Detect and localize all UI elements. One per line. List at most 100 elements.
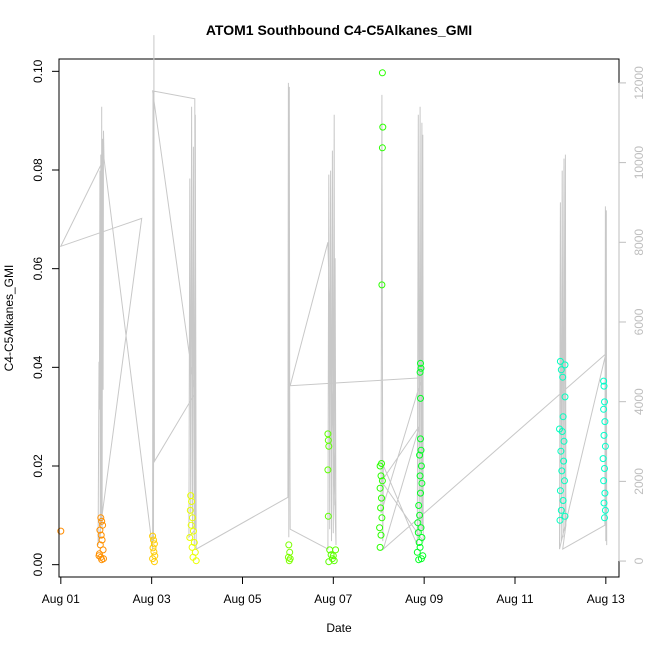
plot-frame — [58, 58, 620, 578]
data-point — [600, 377, 608, 385]
data-point — [324, 466, 332, 474]
x-tick-label: Aug 05 — [223, 592, 261, 606]
data-point — [417, 446, 425, 454]
data-point — [99, 546, 107, 554]
data-point — [556, 357, 564, 365]
data-point — [376, 462, 384, 470]
data-point — [601, 506, 609, 514]
data-point — [417, 489, 424, 497]
data-point — [150, 536, 157, 544]
data-point — [286, 555, 294, 563]
data-point — [285, 541, 293, 549]
y2-tick-label: 8000 — [632, 229, 646, 256]
data-point — [556, 516, 564, 524]
data-point — [284, 553, 292, 561]
x-axis: Aug 01 Aug 03 Aug 05 Aug 07 Aug 09 Aug 11 Aug … — [42, 576, 625, 606]
data-point — [601, 398, 608, 406]
y2-tick-label: 4000 — [632, 388, 646, 415]
data-point — [600, 431, 608, 439]
data-point — [189, 514, 196, 522]
y-tick-label: 0.10 — [31, 59, 45, 83]
data-point — [192, 557, 200, 565]
x-tick-label: Aug 11 — [496, 592, 533, 606]
data-point — [95, 552, 103, 560]
y-axis: 0.00 0.02 0.04 0.06 0.08 0.10 — [31, 59, 60, 577]
data-point — [415, 539, 423, 546]
data-point — [418, 479, 426, 487]
secondary-y-axis: 0 2000 4000 6000 8000 10000 12000 — [618, 66, 646, 564]
data-point — [560, 437, 568, 445]
data-point — [188, 498, 196, 505]
y-tick-label: 0.00 — [31, 553, 45, 577]
x-tick-label: Aug 13 — [587, 592, 625, 606]
data-point — [559, 497, 567, 504]
data-point — [417, 555, 425, 563]
x-tick-label: Aug 09 — [405, 592, 443, 606]
data-point — [560, 457, 568, 465]
data-point — [561, 393, 569, 401]
data-point — [149, 532, 157, 540]
data-point — [186, 534, 194, 541]
chart-title: ATOM1 Southbound C4-C5Alkanes_GMI — [206, 22, 472, 38]
data-point — [601, 489, 609, 497]
data-point — [377, 504, 385, 512]
data-point — [378, 477, 386, 485]
data-point — [96, 526, 104, 534]
data-point — [187, 521, 195, 529]
data-point — [150, 558, 158, 566]
secondary-series-line — [59, 35, 608, 551]
data-point — [557, 506, 565, 514]
data-point — [150, 548, 158, 556]
y-tick-label: 0.04 — [31, 355, 45, 379]
data-point — [417, 359, 424, 367]
data-point — [557, 447, 565, 455]
data-point — [414, 519, 422, 527]
y2-tick-label: 12000 — [632, 66, 646, 100]
data-point — [561, 512, 569, 520]
y-tick-label: 0.08 — [31, 158, 45, 182]
data-point — [416, 472, 424, 480]
data-point — [561, 477, 568, 485]
data-point — [329, 552, 337, 560]
y-axis-label: C4-C5Alkanes_GMI — [2, 265, 16, 372]
data-point — [600, 477, 608, 485]
data-point — [97, 514, 105, 522]
data-point — [601, 514, 608, 522]
y-tick-label: 0.02 — [31, 454, 45, 478]
y2-tick-label: 0 — [632, 557, 646, 564]
y-tick-label: 0.06 — [31, 257, 45, 281]
data-point — [332, 546, 340, 554]
data-point — [417, 364, 425, 372]
data-point — [415, 502, 423, 509]
data-point — [376, 524, 384, 532]
data-point — [599, 455, 607, 463]
data-point — [98, 517, 106, 525]
data-point — [149, 544, 157, 552]
x-axis-label: Date — [326, 621, 352, 635]
data-point — [325, 442, 333, 450]
y2-tick-label: 6000 — [632, 308, 646, 335]
data-point — [378, 494, 385, 502]
scatter-points — [57, 69, 609, 566]
data-point — [413, 548, 421, 556]
data-point — [378, 69, 386, 77]
data-point — [601, 465, 608, 472]
data-point — [379, 123, 387, 131]
data-point — [417, 435, 424, 443]
secondary-line-layer — [59, 35, 608, 551]
data-point — [324, 512, 332, 520]
x-tick-label: Aug 07 — [314, 592, 352, 606]
data-point — [559, 413, 567, 421]
data-point — [378, 514, 386, 522]
data-point — [558, 467, 566, 475]
data-point — [378, 144, 386, 152]
data-point — [150, 540, 158, 548]
data-point — [557, 366, 565, 374]
data-point — [189, 527, 197, 535]
data-point — [416, 511, 424, 519]
x-tick-label: Aug 01 — [42, 592, 80, 606]
data-point — [601, 442, 609, 450]
data-point — [558, 428, 566, 435]
data-point — [377, 531, 385, 539]
